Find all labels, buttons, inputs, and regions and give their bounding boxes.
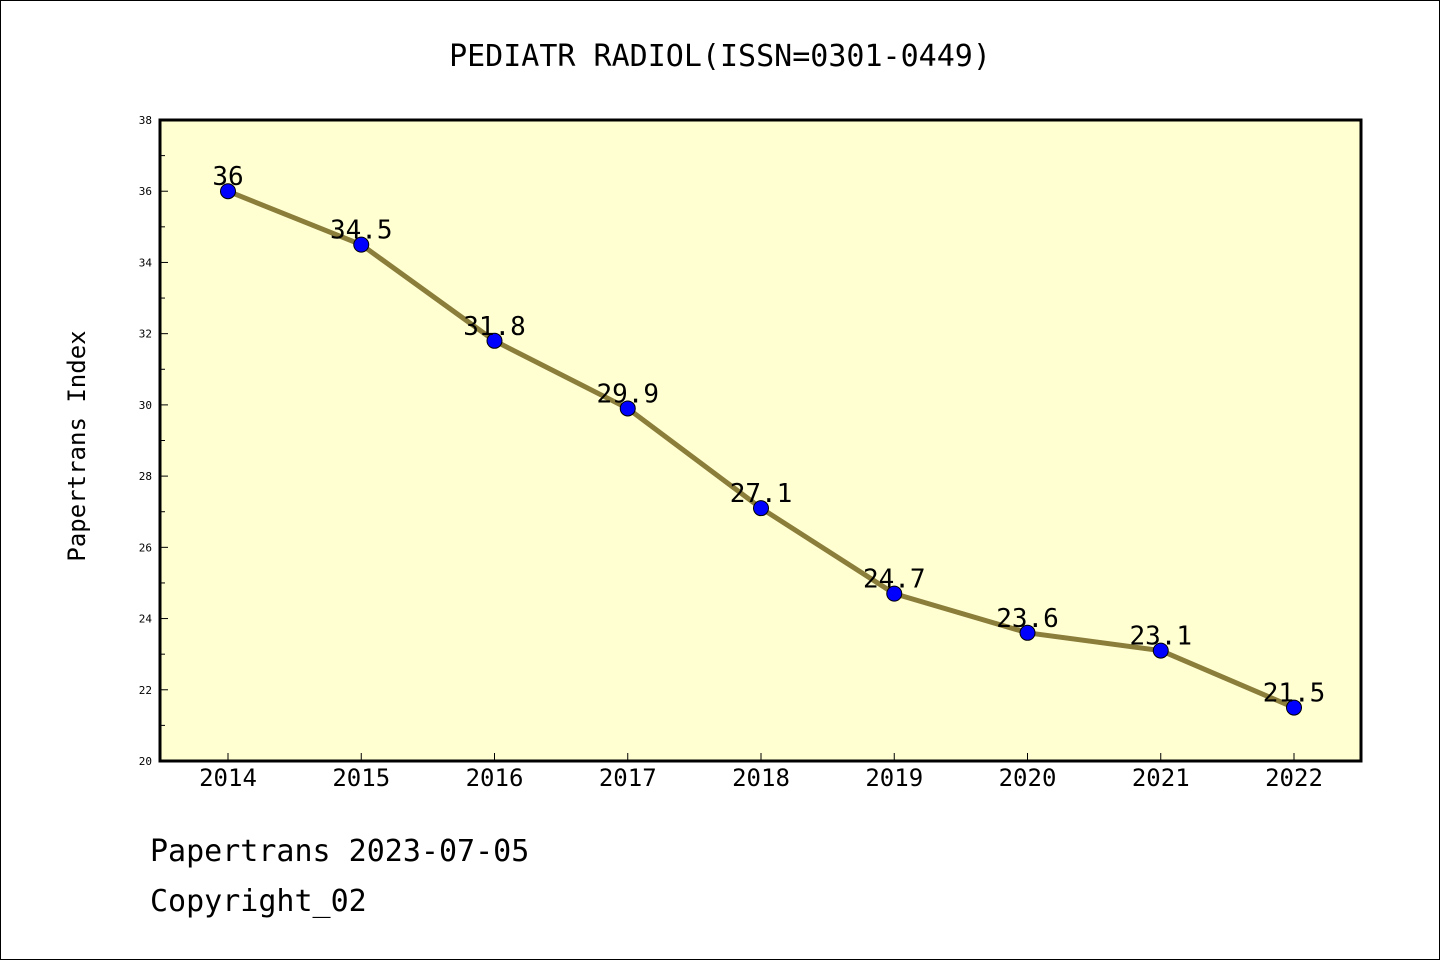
data-point-2020 xyxy=(1019,624,1036,641)
y-tick-label: 22 xyxy=(139,684,152,697)
data-point-2016 xyxy=(486,332,503,349)
x-tick-label: 2021 xyxy=(1132,764,1190,792)
footer-date-line: Papertrans 2023-07-05 xyxy=(150,834,530,869)
data-label-2018: 27.1 xyxy=(730,479,793,509)
y-tick-label: 28 xyxy=(139,470,152,483)
x-tick-label: 2019 xyxy=(865,764,923,792)
data-point-2019 xyxy=(886,585,903,602)
y-axis-ticks: 20 22 24 26 28 30 32 34 36 38 xyxy=(139,114,168,768)
data-label-2015: 34.5 xyxy=(330,216,393,246)
y-tick-label: 30 xyxy=(139,399,152,412)
x-tick-label: 2016 xyxy=(466,764,524,792)
x-axis-ticks: 2014 2015 2016 2017 2018 2019 2020 2021 2022 xyxy=(199,753,1323,792)
data-point-2017 xyxy=(619,400,636,417)
data-label-2014: 36 xyxy=(212,162,243,192)
series-markers xyxy=(220,183,1302,716)
x-tick-label: 2018 xyxy=(732,764,790,792)
data-labels: 36 34.5 31.8 29.9 27.1 24.7 23.6 23.1 21.5 xyxy=(212,162,1325,708)
y-tick-label: 32 xyxy=(139,328,152,341)
data-point-2021 xyxy=(1152,642,1169,659)
y-tick-label: 26 xyxy=(139,541,152,554)
y-tick-label: 20 xyxy=(139,755,152,768)
data-point-2018 xyxy=(753,500,769,517)
data-label-2020: 23.6 xyxy=(996,604,1059,634)
data-point-2022 xyxy=(1286,699,1302,716)
x-tick-label: 2015 xyxy=(332,764,390,792)
chart-title: PEDIATR RADIOL(ISSN=0301-0449) xyxy=(449,39,991,74)
data-label-2022: 21.5 xyxy=(1263,679,1326,709)
data-label-2019: 24.7 xyxy=(863,565,926,595)
y-tick-label: 34 xyxy=(139,256,153,269)
data-label-2016: 31.8 xyxy=(463,312,526,342)
data-label-2017: 29.9 xyxy=(596,379,659,409)
data-point-2014 xyxy=(220,183,236,200)
x-tick-label: 2022 xyxy=(1265,764,1323,792)
x-tick-label: 2020 xyxy=(999,764,1057,792)
y-axis-label: Papertrans Index xyxy=(63,330,91,561)
x-tick-label: 2014 xyxy=(199,764,257,792)
data-point-2015 xyxy=(353,236,370,253)
data-label-2021: 23.1 xyxy=(1129,622,1192,652)
footer-copyright-line: Copyright_02 xyxy=(150,884,367,919)
y-tick-label: 38 xyxy=(139,114,152,127)
x-tick-label: 2017 xyxy=(599,764,657,792)
y-tick-label: 36 xyxy=(139,185,152,198)
y-tick-label: 24 xyxy=(139,613,153,626)
